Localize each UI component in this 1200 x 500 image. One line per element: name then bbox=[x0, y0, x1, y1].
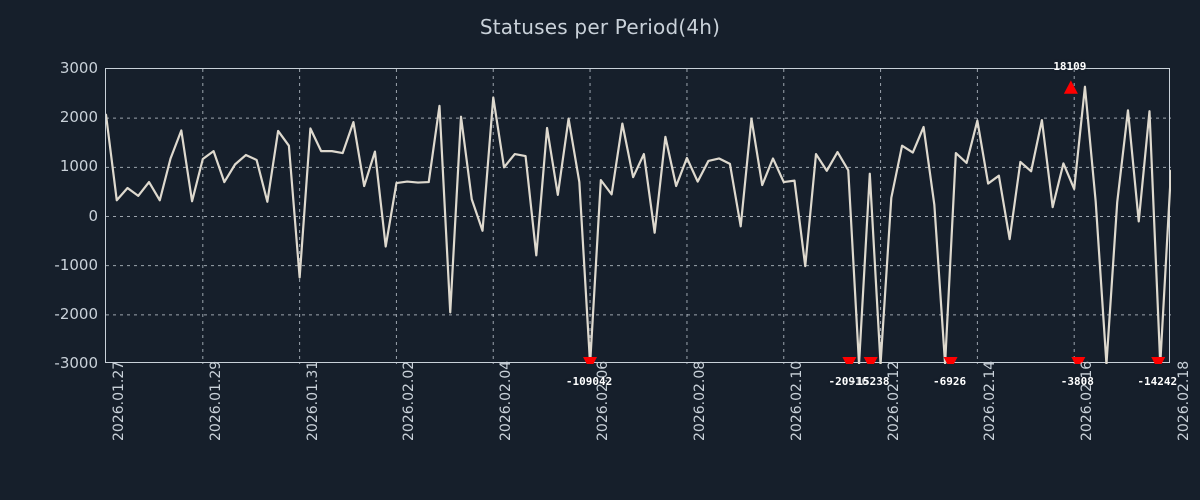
plot-area bbox=[105, 68, 1171, 364]
series-line bbox=[106, 85, 1171, 364]
y-axis-tick-label: 2000 bbox=[59, 108, 98, 127]
annotation-value-label: -109042 bbox=[565, 375, 613, 388]
y-axis-tick-label: 0 bbox=[88, 206, 98, 225]
line-chart-svg bbox=[106, 69, 1171, 364]
y-axis-tick-label: -3000 bbox=[54, 354, 98, 372]
annotation-marker[interactable] bbox=[1151, 357, 1166, 364]
y-axis-tick-label: 1000 bbox=[59, 157, 98, 176]
y-axis-tick-label: -1000 bbox=[54, 255, 98, 274]
annotation-marker[interactable] bbox=[943, 357, 958, 364]
y-axis-tick-label: 3000 bbox=[59, 59, 98, 77]
page-title: Statuses per Period(4h) bbox=[479, 15, 721, 39]
annotation-marker[interactable] bbox=[1071, 357, 1086, 364]
annotation-marker[interactable] bbox=[863, 357, 878, 364]
annotation-marker[interactable] bbox=[1063, 80, 1078, 94]
y-axis-tick-label: -2000 bbox=[54, 304, 98, 323]
annotation-value-label: -20916 bbox=[828, 375, 869, 388]
annotation-value-label: -14242 bbox=[1137, 375, 1178, 388]
annotation-value-label: -15238 bbox=[849, 375, 890, 388]
annotation-value-label: -3808 bbox=[1060, 375, 1094, 388]
annotation-marker[interactable] bbox=[842, 357, 857, 364]
annotation-value-label: -6926 bbox=[932, 375, 967, 388]
annotation-value-label: 18109 bbox=[1053, 59, 1087, 73]
y-axis-tick-labels: 3000 2000 1000 0 -1000 -2000 -3000 bbox=[0, 0, 98, 500]
annotation-marker[interactable] bbox=[583, 357, 598, 364]
